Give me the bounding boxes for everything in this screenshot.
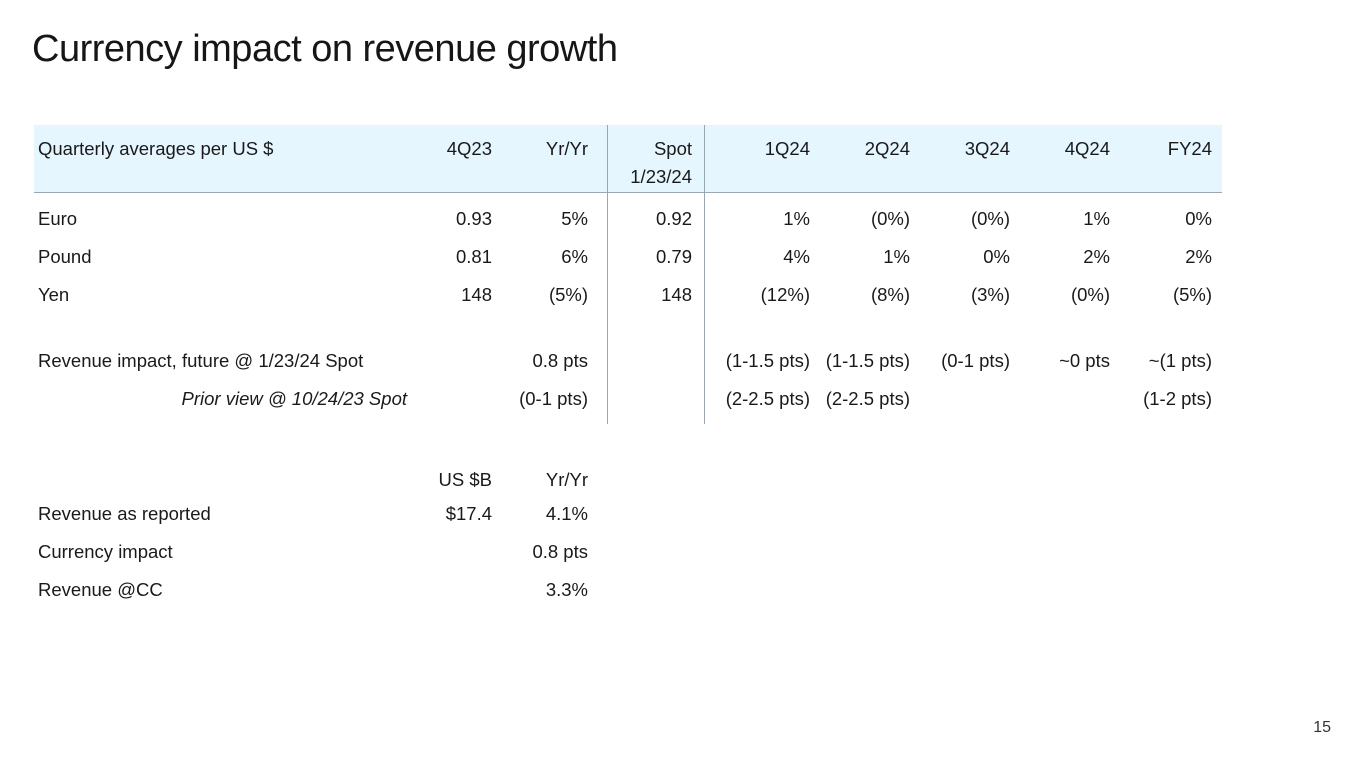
header-1q24: 1Q24 [764,138,810,159]
table-cell: (0-1 pts) [519,388,588,409]
header-3q24: 3Q24 [964,138,1010,159]
table-cell: ~(1 pts) [1148,350,1212,371]
table-cell: 2% [1185,246,1212,267]
table-cell: 0.8 pts [532,350,588,371]
header-spot: Spot [653,138,692,159]
table-cell: (2-2.5 pts) [825,388,910,409]
page-title: Currency impact on revenue growth [32,28,618,70]
header-2q24: 2Q24 [864,138,910,159]
revenue-table: US $B Yr/Yr Revenue as reported $17.4 4.… [34,466,594,606]
header-us-billions: US $B [438,469,492,490]
table-cell: 1% [783,208,810,229]
row-label-yen: Yen [38,284,70,305]
table-cell: $17.4 [445,503,492,524]
table-cell: (0%) [870,208,910,229]
table-cell: (1-1.5 pts) [825,350,910,371]
table-cell: (0%) [1070,284,1110,305]
header-fy24: FY24 [1167,138,1212,159]
table-cell: (1-1.5 pts) [725,350,810,371]
table-cell: 0% [983,246,1010,267]
row-label-revenue-cc: Revenue @CC [38,579,163,600]
row-label-euro: Euro [38,208,78,229]
page-number: 15 [1313,719,1331,736]
table-cell: 0.8 pts [532,541,588,562]
header-4q24: 4Q24 [1064,138,1110,159]
header-label: Quarterly averages per US $ [38,138,274,159]
header-yr-yr: Yr/Yr [545,138,588,159]
table-cell: 5% [561,208,588,229]
table-cell: (5%) [548,284,588,305]
table-cell: (1-2 pts) [1143,388,1212,409]
row-label-pound: Pound [38,246,92,267]
row-label-prior-view: Prior view @ 10/24/23 Spot [181,388,407,409]
row-label-currency-impact: Currency impact [38,541,173,562]
table-cell: (3%) [970,284,1010,305]
table-cell: 0% [1185,208,1212,229]
table-cell: (8%) [870,284,910,305]
table-cell: 0.79 [655,246,692,267]
table-cell: 0.81 [455,246,492,267]
column-divider-left [607,125,608,424]
table-cell: (2-2.5 pts) [725,388,810,409]
table-cell: 0.92 [655,208,692,229]
table-cell: 148 [461,284,492,305]
table-cell: ~0 pts [1059,350,1110,371]
table-cell: 4% [783,246,810,267]
table-cell: 3.3% [545,579,588,600]
table-cell: 0.93 [455,208,492,229]
row-label-revenue-impact: Revenue impact, future @ 1/23/24 Spot [38,350,364,371]
table-cell: 1% [1083,208,1110,229]
header-4q23: 4Q23 [446,138,492,159]
table-cell: (5%) [1172,284,1212,305]
table-cell: 6% [561,246,588,267]
table-cell: 4.1% [545,503,588,524]
table-cell: (0-1 pts) [941,350,1010,371]
table-cell: (12%) [760,284,810,305]
table-header-background [34,125,1222,193]
currency-table: Quarterly averages per US $ 4Q23 Yr/Yr S… [34,125,1222,425]
table-cell: 2% [1083,246,1110,267]
header-spot-date: 1/23/24 [630,166,692,187]
table-cell: (0%) [970,208,1010,229]
row-label-revenue-reported: Revenue as reported [38,503,211,524]
table-cell: 148 [661,284,692,305]
header-yr-yr: Yr/Yr [545,469,588,490]
column-divider-right [704,125,705,424]
table-cell: 1% [883,246,910,267]
